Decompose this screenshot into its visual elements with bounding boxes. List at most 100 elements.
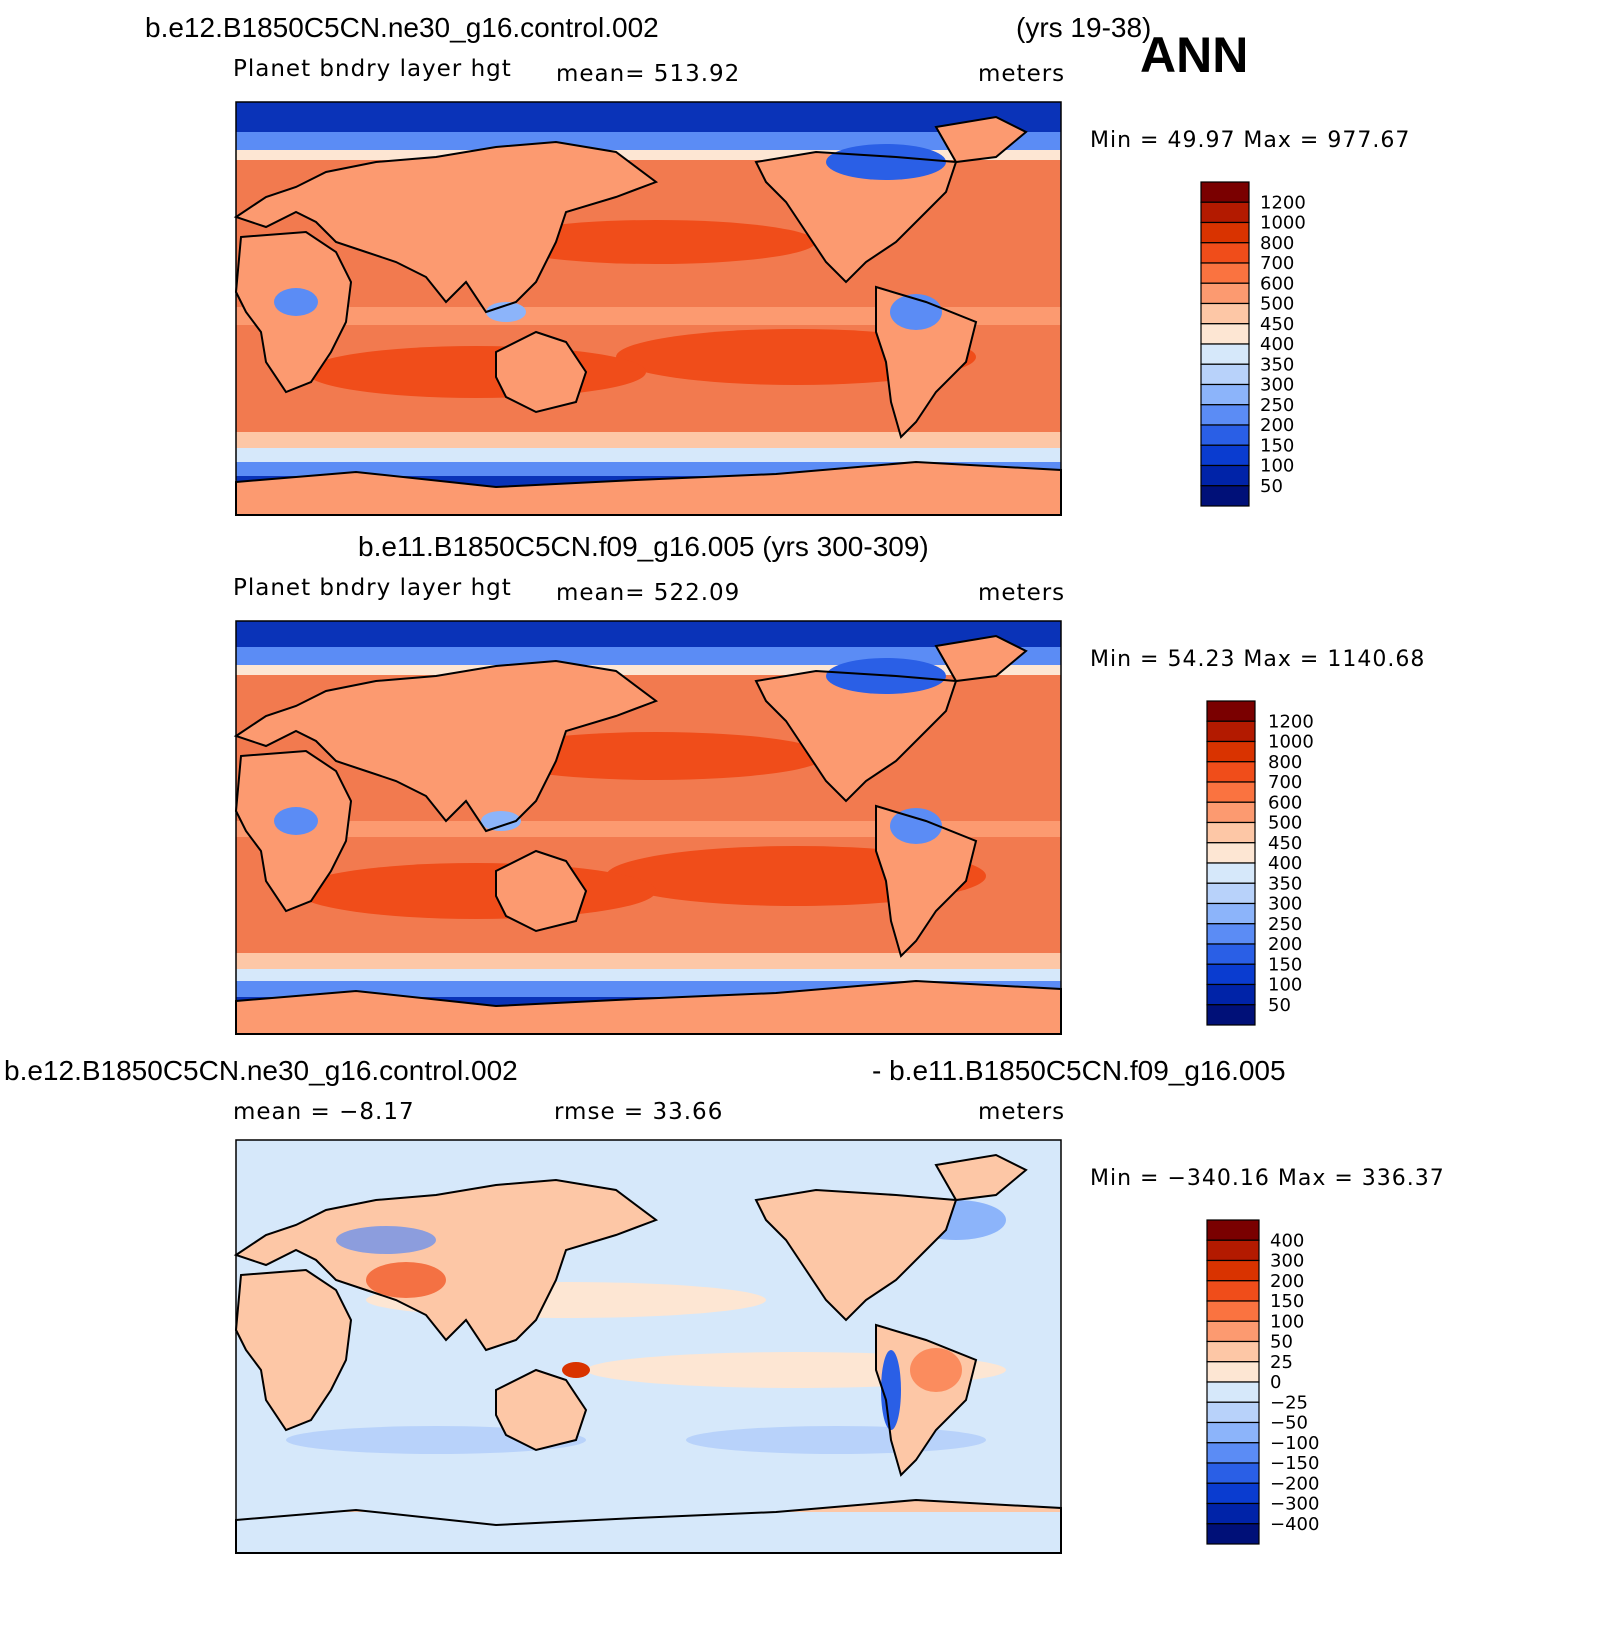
panel1-colorbar-swatch <box>1200 181 1250 203</box>
panel3-colorbar-tick-label: 200 <box>1270 1271 1304 1292</box>
panel3-colorbar-swatch <box>1206 1442 1260 1464</box>
panel2-colorbar: 1200100080070060050045040035030025020015… <box>1206 700 1314 1026</box>
panel3-colorbar-tick-label: −50 <box>1270 1413 1308 1434</box>
panel2-colorbar-tick-label: 150 <box>1268 954 1302 975</box>
panel1-colorbar-tick-label: 800 <box>1260 233 1294 254</box>
panel3-minmax: Min = −340.16 Max = 336.37 <box>1090 1166 1445 1191</box>
panel3-map <box>235 1139 1062 1554</box>
panel2-colorbar-tick-label: 250 <box>1268 914 1302 935</box>
panel1-colorbar-tick-label: 350 <box>1260 354 1294 375</box>
panel2-colorbar-swatch <box>1206 1004 1256 1026</box>
panel3-rmse: rmse = 33.66 <box>554 1099 724 1125</box>
panel2-colorbar-tick-label: 300 <box>1268 894 1302 915</box>
panel1-colorbar-tick-label: 100 <box>1260 456 1294 477</box>
panel3-case-a: b.e12.B1850C5CN.ne30_g16.control.002 <box>4 1055 518 1086</box>
panel3-colorbar-swatch <box>1206 1421 1260 1444</box>
panel3-colorbar-swatch <box>1206 1482 1260 1505</box>
panel3-colorbar-swatch <box>1206 1259 1260 1282</box>
season-label: ANN <box>1140 27 1249 83</box>
panel1-colorbar-swatch <box>1200 343 1250 365</box>
panel1-colorbar-swatch <box>1200 383 1250 406</box>
panel1-colorbar-swatch <box>1200 424 1250 446</box>
panel2-colorbar-swatch <box>1206 801 1256 824</box>
panel2-colorbar-swatch <box>1206 700 1256 722</box>
panel1-minmax: Min = 49.97 Max = 977.67 <box>1090 128 1411 153</box>
panel2-colorbar-swatch <box>1206 862 1256 884</box>
panel3-colorbar-swatch <box>1206 1239 1260 1262</box>
panel1-colorbar-swatch <box>1200 221 1250 244</box>
panel3-colorbar-swatch <box>1206 1340 1260 1363</box>
panel2-colorbar-swatch <box>1206 740 1256 763</box>
panel3-colorbar-tick-label: 50 <box>1270 1332 1293 1353</box>
panel3-colorbar-swatch <box>1206 1300 1260 1322</box>
panel3-colorbar-swatch <box>1206 1462 1260 1484</box>
panel2-colorbar-swatch <box>1206 983 1256 1006</box>
panel2-colorbar-tick-label: 1000 <box>1268 732 1314 753</box>
panel3-colorbar-tick-label: 0 <box>1270 1372 1281 1393</box>
panel2-colorbar-tick-label: 200 <box>1268 934 1302 955</box>
panel3-colorbar-tick-label: −300 <box>1270 1494 1319 1515</box>
panel1-colorbar-swatch <box>1200 302 1250 325</box>
panel3-colorbar-tick-label: 300 <box>1270 1251 1304 1272</box>
panel2-colorbar-tick-label: 100 <box>1268 975 1302 996</box>
panel2-colorbar-tick-label: 600 <box>1268 792 1302 813</box>
panel1-units: meters <box>978 61 1066 87</box>
panel1-colorbar-swatch <box>1200 201 1250 224</box>
panel3-colorbar-tick-label: 100 <box>1270 1311 1304 1332</box>
panel2-colorbar-swatch <box>1206 943 1256 965</box>
panel2-colorbar-swatch <box>1206 821 1256 844</box>
panel1-colorbar-swatch <box>1200 282 1250 305</box>
panel3-colorbar-tick-label: −150 <box>1270 1453 1319 1474</box>
panel1-colorbar-tick-label: 1200 <box>1260 192 1306 213</box>
panel2-colorbar-tick-label: 450 <box>1268 833 1302 854</box>
panel3-colorbar-swatch <box>1206 1320 1260 1343</box>
panel2-case-title: b.e11.B1850C5CN.f09_g16.005 (yrs 300-309… <box>358 531 929 562</box>
panel2-colorbar-swatch <box>1206 781 1256 803</box>
panel3-colorbar-tick-label: −400 <box>1270 1514 1319 1535</box>
panel2-colorbar-swatch <box>1206 842 1256 864</box>
panel2-colorbar-tick-label: 400 <box>1268 853 1302 874</box>
panel1-mean: mean= 513.92 <box>556 61 741 87</box>
panel1-variable: Planet bndry layer hgt <box>233 56 512 82</box>
panel3-colorbar-tick-label: −100 <box>1270 1433 1319 1454</box>
panel2-colorbar-swatch <box>1206 963 1256 986</box>
panel2-colorbar-swatch <box>1206 882 1256 905</box>
panel2-colorbar-tick-label: 350 <box>1268 873 1302 894</box>
panel3-colorbar-swatch <box>1206 1401 1260 1424</box>
panel2-colorbar-swatch <box>1206 902 1256 925</box>
panel1-colorbar-tick-label: 450 <box>1260 314 1294 335</box>
panel3-colorbar-tick-label: −200 <box>1270 1473 1319 1494</box>
panel3-colorbar-swatch <box>1206 1280 1260 1302</box>
panel3-case-b: - b.e11.B1850C5CN.f09_g16.005 <box>872 1055 1286 1086</box>
panel1-colorbar-swatch <box>1200 485 1250 507</box>
panel3-colorbar-swatch <box>1206 1381 1260 1403</box>
panel2-colorbar-tick-label: 50 <box>1268 995 1291 1016</box>
panel3-colorbar-tick-label: 150 <box>1270 1291 1304 1312</box>
panel2-colorbar-tick-label: 700 <box>1268 772 1302 793</box>
panel1-colorbar-tick-label: 200 <box>1260 415 1294 436</box>
panel1-colorbar-tick-label: 1000 <box>1260 213 1306 234</box>
panel1-map <box>235 101 1062 516</box>
panel1-colorbar-swatch <box>1200 464 1250 487</box>
panel3-mean: mean = −8.17 <box>233 1099 415 1125</box>
panel3-colorbar-tick-label: 25 <box>1270 1352 1293 1373</box>
panel1-colorbar-tick-label: 400 <box>1260 334 1294 355</box>
panel1-colorbar-swatch <box>1200 404 1250 426</box>
panel3-units: meters <box>978 1099 1066 1125</box>
panel1-colorbar-tick-label: 500 <box>1260 294 1294 315</box>
panel1-colorbar: 1200100080070060050045040035030025020015… <box>1200 181 1306 507</box>
panel3-colorbar-swatch <box>1206 1219 1260 1241</box>
panel3-colorbar-swatch <box>1206 1361 1260 1383</box>
panel2-mean: mean= 522.09 <box>556 580 741 606</box>
panel1-colorbar-tick-label: 700 <box>1260 253 1294 274</box>
panel1-colorbar-swatch <box>1200 444 1250 467</box>
panel1-years: (yrs 19-38) <box>1016 12 1152 43</box>
panel2-minmax: Min = 54.23 Max = 1140.68 <box>1090 647 1426 672</box>
panel3-colorbar-tick-label: 400 <box>1270 1230 1304 1251</box>
panel2-colorbar-swatch <box>1206 720 1256 743</box>
panel2-colorbar-swatch <box>1206 761 1256 783</box>
panel2-colorbar-tick-label: 1200 <box>1268 711 1314 732</box>
panel2-colorbar-tick-label: 500 <box>1268 813 1302 834</box>
panel1-colorbar-swatch <box>1200 262 1250 284</box>
